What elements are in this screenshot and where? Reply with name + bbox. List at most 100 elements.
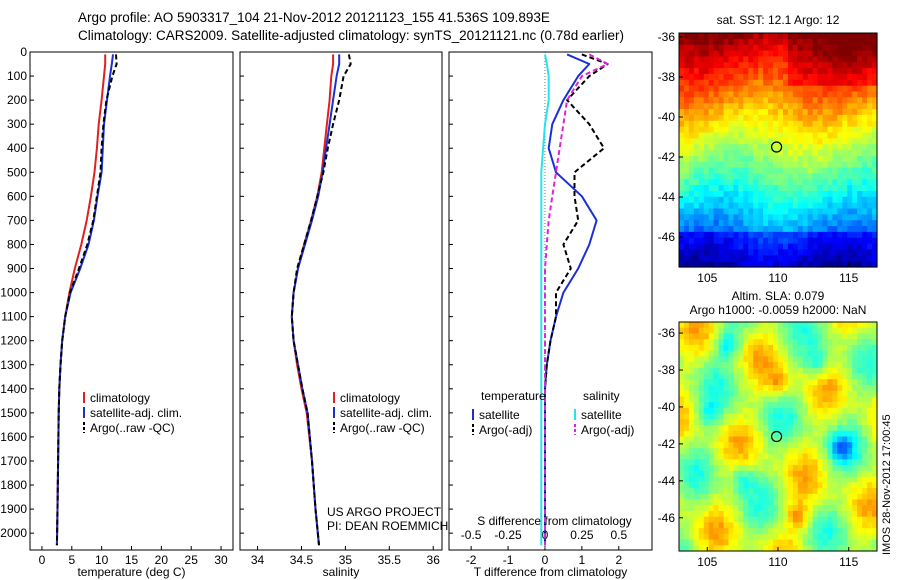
heatmap-cell <box>708 155 715 163</box>
heatmap-cell <box>738 396 744 403</box>
heatmap-cell <box>683 459 690 466</box>
heatmap-cell <box>812 79 819 87</box>
heatmap-cell <box>698 255 705 262</box>
heatmap-cell <box>758 68 764 75</box>
heatmap-cell <box>703 442 710 449</box>
heatmap-cell <box>857 56 863 63</box>
heatmap-cell <box>827 453 834 460</box>
heatmap-cell <box>837 220 843 227</box>
heatmap-cell <box>698 390 705 398</box>
heatmap-cell <box>862 208 868 215</box>
heatmap-cell <box>857 38 863 46</box>
heatmap-cell <box>698 373 705 380</box>
heatmap-cell <box>758 261 764 268</box>
heatmap-cell <box>862 533 868 541</box>
heatmap-cell <box>807 436 814 443</box>
heatmap-cell <box>728 384 735 392</box>
heatmap-cell <box>807 91 814 98</box>
heatmap-cell <box>688 161 695 169</box>
heatmap-cell <box>753 476 759 483</box>
series-line <box>544 53 609 546</box>
heatmap-cell <box>688 62 695 69</box>
heatmap-cell <box>872 144 878 151</box>
heatmap-cell <box>693 379 700 386</box>
heatmap-cell <box>857 327 863 335</box>
heatmap-cell <box>733 476 739 483</box>
heatmap-cell <box>782 50 789 57</box>
heatmap-cell <box>763 249 769 256</box>
heatmap-cell <box>787 214 794 221</box>
heatmap-cell <box>733 545 739 552</box>
heatmap-cell <box>748 539 754 546</box>
heatmap-cell <box>847 167 853 174</box>
heatmap-cell <box>817 510 824 518</box>
heatmap-cell <box>837 38 843 46</box>
heatmap-cell <box>822 367 829 375</box>
heatmap-cell <box>812 161 819 169</box>
x-axis-label: temperature (deg C) <box>77 565 185 579</box>
heatmap-cell <box>768 436 774 443</box>
heatmap-cell <box>862 499 868 506</box>
heatmap-cell <box>743 226 749 233</box>
heatmap-cell <box>782 85 789 93</box>
heatmap-cell <box>728 50 735 57</box>
heatmap-cell <box>822 470 829 478</box>
heatmap-cell <box>748 220 754 227</box>
heatmap-cell <box>753 505 759 512</box>
heatmap-cell <box>718 442 725 449</box>
heatmap-cell <box>812 516 819 523</box>
heatmap-cell <box>787 344 794 352</box>
heatmap-cell <box>743 103 749 110</box>
heatmap-cell <box>763 179 769 186</box>
heatmap-cell <box>693 493 700 501</box>
heatmap-cell <box>817 91 824 98</box>
heatmap-cell <box>753 85 759 93</box>
heatmap-cell <box>743 237 749 245</box>
heatmap-cell <box>679 539 685 546</box>
heatmap-cell <box>708 425 715 432</box>
heatmap-cell <box>802 179 809 186</box>
heatmap-cell <box>679 91 685 98</box>
heatmap-cell <box>738 50 744 57</box>
heatmap-cell <box>837 190 843 198</box>
heatmap-cell <box>703 425 710 432</box>
heatmap-cell <box>787 413 794 420</box>
heatmap-cell <box>852 190 858 198</box>
heatmap-cell <box>718 379 725 386</box>
heatmap-cell <box>847 488 853 495</box>
y-tick-label: -46 <box>658 230 676 244</box>
heatmap-cell <box>852 339 858 346</box>
heatmap-cell <box>688 126 695 134</box>
heatmap-cell <box>693 344 700 352</box>
heatmap-cell <box>837 97 843 104</box>
heatmap-cell <box>693 62 700 69</box>
heatmap-cell <box>872 79 878 87</box>
heatmap-cell <box>718 91 725 98</box>
heatmap-cell <box>822 539 829 546</box>
heatmap-cell <box>713 528 720 535</box>
heatmap-cell <box>827 516 834 523</box>
heatmap-cell <box>723 173 730 180</box>
heatmap-cell <box>867 85 873 93</box>
heatmap-cell <box>802 413 809 420</box>
heatmap-cell <box>688 384 695 392</box>
heatmap-cell <box>782 103 789 110</box>
heatmap-cell <box>787 510 794 518</box>
heatmap-cell <box>703 344 710 352</box>
heatmap-cell <box>807 138 814 145</box>
heatmap-cell <box>802 470 809 478</box>
top-tick-label: -0.5 <box>461 528 482 542</box>
heatmap-cell <box>703 402 710 409</box>
heatmap-cell <box>713 120 720 128</box>
heatmap-cell <box>807 190 814 198</box>
heatmap-cell <box>693 190 700 198</box>
heatmap-cell <box>683 390 690 398</box>
heatmap-cell <box>782 226 789 233</box>
heatmap-cell <box>807 85 814 93</box>
heatmap-cell <box>693 120 700 128</box>
heatmap-cell <box>679 505 685 512</box>
heatmap-cell <box>679 333 685 340</box>
heatmap-cell <box>738 144 744 151</box>
heatmap-cell <box>787 459 794 466</box>
heatmap-cell <box>822 396 829 403</box>
